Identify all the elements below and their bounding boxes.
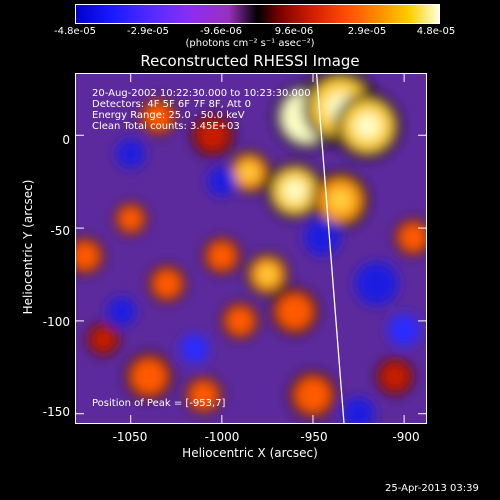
colorbar-tick: -9.6e-06: [200, 26, 242, 37]
limb-line: [315, 74, 345, 423]
x-tick: -1050: [112, 430, 148, 444]
colorbar-tick: 4.8e-05: [416, 26, 456, 37]
heatmap-blob: [276, 293, 313, 330]
heatmap-blob: [90, 326, 117, 353]
x-tick: -900: [392, 430, 420, 444]
x-axis-label: Heliocentric X (arcsec): [182, 446, 318, 460]
x-tick: -950: [300, 430, 328, 444]
y-tick: -50: [50, 224, 70, 238]
timestamp: 25-Apr-2013 03:39: [385, 483, 479, 494]
heatmap-blob: [189, 380, 219, 410]
heatmap-blob-core: [240, 164, 258, 181]
x-tick: -1000: [204, 430, 240, 444]
heatmap-blob: [207, 167, 237, 197]
colorbar-tick: -2.9e-05: [127, 26, 169, 37]
colorbar-tick: -4.8e-05: [54, 26, 96, 37]
colorbar-tick: 2.9e-05: [347, 26, 387, 37]
heatmap: [76, 74, 426, 423]
y-tick: -150: [42, 405, 70, 419]
heatmap-blob: [294, 376, 332, 414]
annotation-detectors: Detectors: 4F 5F 6F 7F 8F, Att 0: [92, 99, 252, 110]
y-axis-label: Heliocentric Y (arcsec): [21, 179, 35, 315]
heatmap-blob: [117, 206, 144, 232]
heatmap-blob: [354, 261, 399, 306]
heatmap-blob-core: [329, 189, 352, 212]
annotation-counts: Clean Total counts: 3.45E+03: [92, 121, 240, 132]
heatmap-blob: [196, 118, 230, 152]
heatmap-blob: [179, 334, 210, 364]
y-tick: 0: [62, 133, 70, 147]
chart-title: Reconstructed RHESSI Image: [140, 52, 360, 70]
colorbar-tick: 9.6e-06: [274, 26, 314, 37]
heatmap-blob-core: [283, 180, 306, 202]
heatmap-blob-core: [354, 113, 381, 139]
heatmap-blob: [106, 297, 137, 327]
heatmap-blob: [130, 358, 168, 395]
annotation-peak: Position of Peak = [-953,7]: [92, 398, 226, 409]
y-tick: -100: [42, 315, 70, 329]
heatmap-blob: [207, 241, 237, 271]
annotation-energy: Energy Range: 25.0 - 50.0 keV: [92, 110, 245, 121]
heatmap-blob: [143, 102, 173, 132]
plot-area: [75, 73, 427, 424]
heatmap-blob: [152, 269, 182, 299]
heatmap-blob: [116, 139, 146, 169]
annotation-time: 20-Aug-2002 10:22:30.000 to 10:23:30.000: [92, 88, 311, 99]
heatmap-blob: [76, 241, 100, 271]
heatmap-blob: [387, 313, 421, 347]
heatmap-blob-core: [259, 266, 276, 283]
heatmap-blob: [303, 219, 341, 256]
heatmap-blob: [342, 397, 375, 423]
heatmap-blob: [398, 222, 426, 252]
colorbar-unit: (photons cm⁻² s⁻¹ asec⁻²): [185, 38, 315, 49]
heatmap-blob: [225, 306, 255, 336]
colorbar: [75, 4, 440, 24]
heatmap-blob: [380, 362, 410, 392]
